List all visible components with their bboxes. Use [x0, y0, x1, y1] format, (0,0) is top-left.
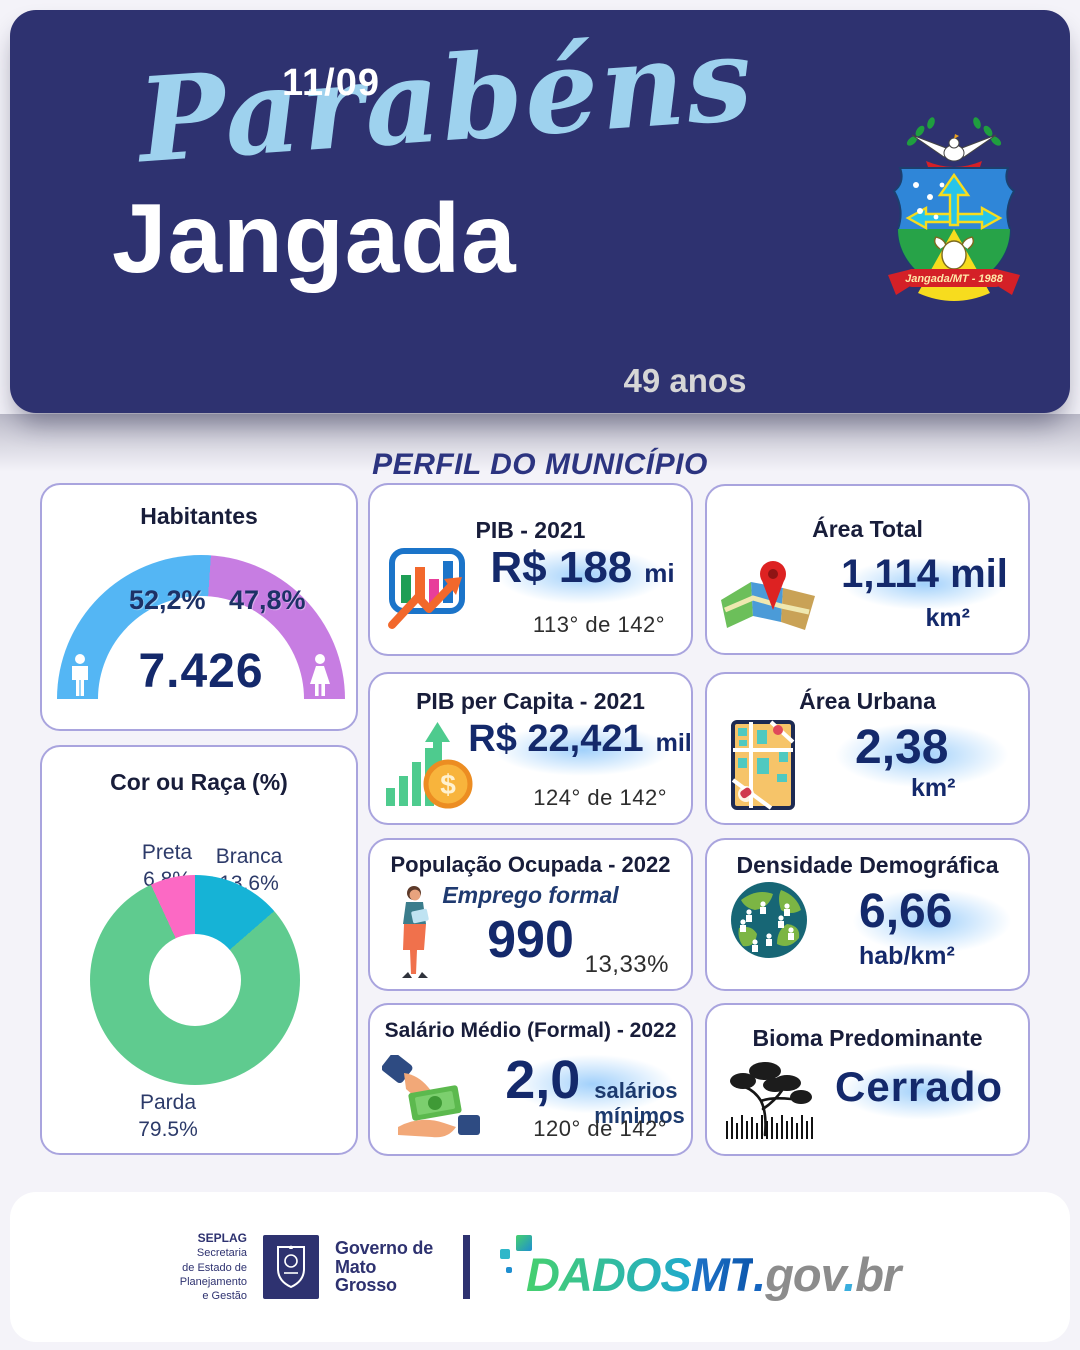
city-map-icon [731, 720, 795, 810]
raca-title: Cor ou Raça (%) [110, 769, 288, 795]
salario-unit: salários mínimos [594, 1078, 685, 1129]
logo-gov: gov [765, 1247, 844, 1301]
ocupada-share: 13,33% [584, 951, 669, 978]
hand-money-icon [382, 1055, 480, 1138]
greeting-script-text: Parabéns [134, 10, 759, 190]
section-title: PERFIL DO MUNICÍPIO [372, 448, 708, 481]
habitantes-gauge: 52,2% 47,8% 7.426 [57, 555, 345, 701]
bioma-value: Cerrado [835, 1063, 1004, 1110]
logo-br: br [855, 1247, 901, 1301]
bar-chart-growth-icon [388, 548, 465, 629]
seplag-line: Planejamento [179, 1275, 248, 1288]
growth-bars-coin-icon: $ [386, 722, 473, 809]
governo-text-block: Governo de Mato Grosso [335, 1237, 434, 1296]
bioma-title: Bioma Predominante [752, 1025, 983, 1051]
seplag-text-block: SEPLAG Secretaria de Estado de Planejame… [180, 1231, 247, 1304]
jangada-coat-of-arms: Jangada/MT - 1988 [888, 117, 1020, 301]
cerrado-tree-icon [726, 1062, 813, 1139]
raca-donut-hole [149, 934, 241, 1026]
pib-rank: 113° de 142° [532, 612, 665, 637]
logo-pixel-icon [506, 1266, 513, 1273]
pib-value: R$ 188 [490, 543, 633, 592]
card-area-total: Área Total 1,114 mil km² [705, 484, 1037, 655]
logo-mt: MT [690, 1247, 754, 1301]
densidade-unit: hab/km² [859, 942, 955, 970]
salario-title: Salário Médio (Formal) - 2022 [384, 1019, 677, 1042]
anniversary-date: 11/09 [282, 62, 380, 104]
logo-pixel-icon [500, 1248, 511, 1259]
area-urbana-title: Área Urbana [799, 688, 936, 714]
area-urbana-value: 2,38 [855, 721, 949, 774]
crest-ribbon-text: Jangada/MT - 1988 [905, 273, 1004, 285]
raca-donut [90, 875, 300, 1085]
raca-label-parda: Parda 79.5% [138, 1091, 198, 1142]
area-urbana-unit: km² [911, 774, 956, 802]
habitantes-title: Habitantes [140, 503, 258, 529]
pib-capita-value: R$ 22,421 [468, 718, 644, 760]
globe-people-icon [731, 882, 807, 958]
card-habitantes: Habitantes 52,2% 47,8% 7.426 [40, 483, 358, 731]
footer-divider [463, 1235, 471, 1299]
densidade-value: 6,66 [859, 885, 953, 938]
salario-value: 2,0 [505, 1050, 581, 1110]
population-total: 7.426 [138, 645, 264, 698]
card-salario-medio: Salário Médio (Formal) - 2022 2,0 salári… [368, 1003, 705, 1156]
ocupada-title: População Ocupada - 2022 [390, 852, 671, 877]
logo-dot: . [753, 1247, 766, 1301]
ocupada-subtitle: Emprego formal [442, 882, 619, 908]
logo-pixel-icon [516, 1234, 533, 1251]
header-banner: Parabéns 11/09 Jangada 49 anos [10, 10, 1070, 413]
seplag-line: e Gestão [202, 1290, 248, 1303]
pib-capita-rank: 124° de 142° [533, 785, 667, 810]
card-pib: PIB - 2021 R$ 188 mi 113° de 142° [368, 483, 700, 656]
logo-dot: . [843, 1247, 856, 1301]
seplag-line: de Estado de [182, 1261, 248, 1274]
male-icon [72, 654, 88, 696]
pib-unit: mi [644, 558, 675, 588]
female-icon [310, 654, 330, 696]
card-area-urbana: Área Urbana 2,38 km² [705, 672, 1042, 825]
map-pin-icon [721, 561, 815, 630]
card-densidade: Densidade Demográfica 6,66 hab/km² [705, 838, 1042, 991]
seplag-line: SEPLAG [197, 1230, 248, 1245]
salario-rank: 120° de 142° [533, 1116, 667, 1141]
female-percent-label: 47,8% [229, 585, 306, 615]
municipality-name: Jangada [112, 183, 517, 293]
area-total-title: Área Total [812, 516, 923, 542]
pib-capita-title: PIB per Capita - 2021 [416, 688, 645, 714]
pib-capita-unit: mil [655, 729, 692, 757]
mato-grosso-emblem [263, 1235, 320, 1299]
footer-bar: SEPLAG Secretaria de Estado de Planejame… [10, 1192, 1070, 1342]
logo-dados: DADOS [526, 1247, 692, 1301]
seplag-line: Secretaria [196, 1247, 248, 1260]
dadosmt-logo: DADOSMT.gov.br [496, 1233, 901, 1302]
area-total-unit: km² [925, 604, 970, 632]
male-percent-label: 52,2% [129, 585, 206, 615]
pib-title: PIB - 2021 [475, 517, 586, 543]
card-populacao-ocupada: População Ocupada - 2022 Emprego formal … [368, 838, 693, 991]
densidade-title: Densidade Demográfica [736, 852, 999, 878]
anniversary-years: 49 anos [623, 362, 747, 399]
svg-text:$: $ [440, 769, 456, 800]
area-total-value: 1,114 mil [841, 552, 1008, 596]
card-bioma: Bioma Predominante Cer [705, 1003, 1037, 1156]
card-pib-per-capita: PIB per Capita - 2021 $ R$ 22,421 mil 12… [368, 672, 705, 825]
ocupada-value: 990 [487, 911, 574, 969]
worker-woman-icon [402, 886, 429, 978]
